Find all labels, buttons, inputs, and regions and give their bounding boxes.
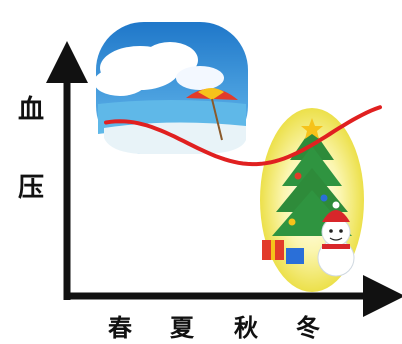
x-tick-label-summer: 夏: [170, 314, 196, 342]
x-tick-label-autumn: 秋: [234, 314, 260, 342]
blood-pressure-curve: [104, 105, 382, 167]
y-axis-label-char-1: 血: [18, 95, 44, 125]
y-axis-label-char-2: 压: [18, 173, 44, 203]
x-tick-label-spring: 春: [108, 314, 134, 342]
x-tick-label-winter: 冬: [296, 314, 322, 342]
winter-christmas-icon: [260, 108, 364, 292]
